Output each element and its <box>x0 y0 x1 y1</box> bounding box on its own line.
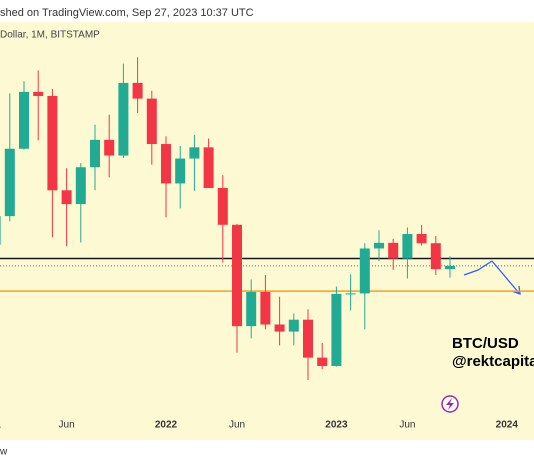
candle-body <box>104 139 115 156</box>
candle-body <box>402 234 413 259</box>
x-tick-label: Jun <box>229 420 245 431</box>
x-tick-label: 21 <box>0 420 2 431</box>
candle-body <box>189 147 200 159</box>
arrow-head <box>511 285 521 295</box>
plot: 21 Jun 2022 Jun 2023 Jun 2024 <box>0 57 534 431</box>
candle-body <box>317 357 328 366</box>
candle-body <box>146 98 157 145</box>
candle-body <box>75 167 86 205</box>
candle-body <box>61 190 72 205</box>
candle-body <box>0 216 1 245</box>
candle-body <box>217 187 228 225</box>
candle-body <box>246 292 257 327</box>
icon <box>446 398 454 410</box>
candle-body <box>374 242 384 249</box>
candle-body <box>288 319 299 332</box>
candle-body <box>232 224 242 327</box>
candle-body <box>345 293 356 295</box>
candle-body <box>90 139 100 168</box>
candle-body <box>47 95 58 191</box>
candle-body <box>175 158 186 184</box>
candle-body <box>416 234 427 244</box>
x-tick-label: Jun <box>59 420 75 431</box>
x-tick-label: 2022 <box>155 420 178 431</box>
candle-body <box>4 148 15 217</box>
plot-background <box>0 22 534 440</box>
candle-body <box>331 293 342 366</box>
header: shed on TradingView.com, Sep 27, 2023 10… <box>0 7 254 19</box>
candle-body <box>118 82 129 156</box>
candle-body <box>132 82 143 99</box>
candle-body <box>445 265 455 270</box>
arrow <box>491 260 520 294</box>
x-tick-label: 2024 <box>496 420 519 431</box>
candle-body <box>359 248 370 294</box>
candle-body <box>388 242 399 259</box>
x-tick-label: Jun <box>399 420 415 431</box>
annotation: @rektcapita <box>452 353 534 370</box>
footer: w <box>0 447 8 458</box>
candle-body <box>260 292 271 325</box>
candle-body <box>303 319 313 358</box>
candle-body <box>430 243 441 270</box>
x-tick-label: 2023 <box>325 420 348 431</box>
annotation: BTC/USD <box>452 335 519 352</box>
candle-body <box>19 91 29 149</box>
candle-body <box>203 147 214 188</box>
subtitle: Dollar, 1M, BITSTAMP <box>0 30 100 41</box>
candle-body <box>161 144 171 184</box>
candle-body <box>33 91 44 96</box>
candle-body <box>274 324 285 332</box>
arrow <box>463 260 493 276</box>
